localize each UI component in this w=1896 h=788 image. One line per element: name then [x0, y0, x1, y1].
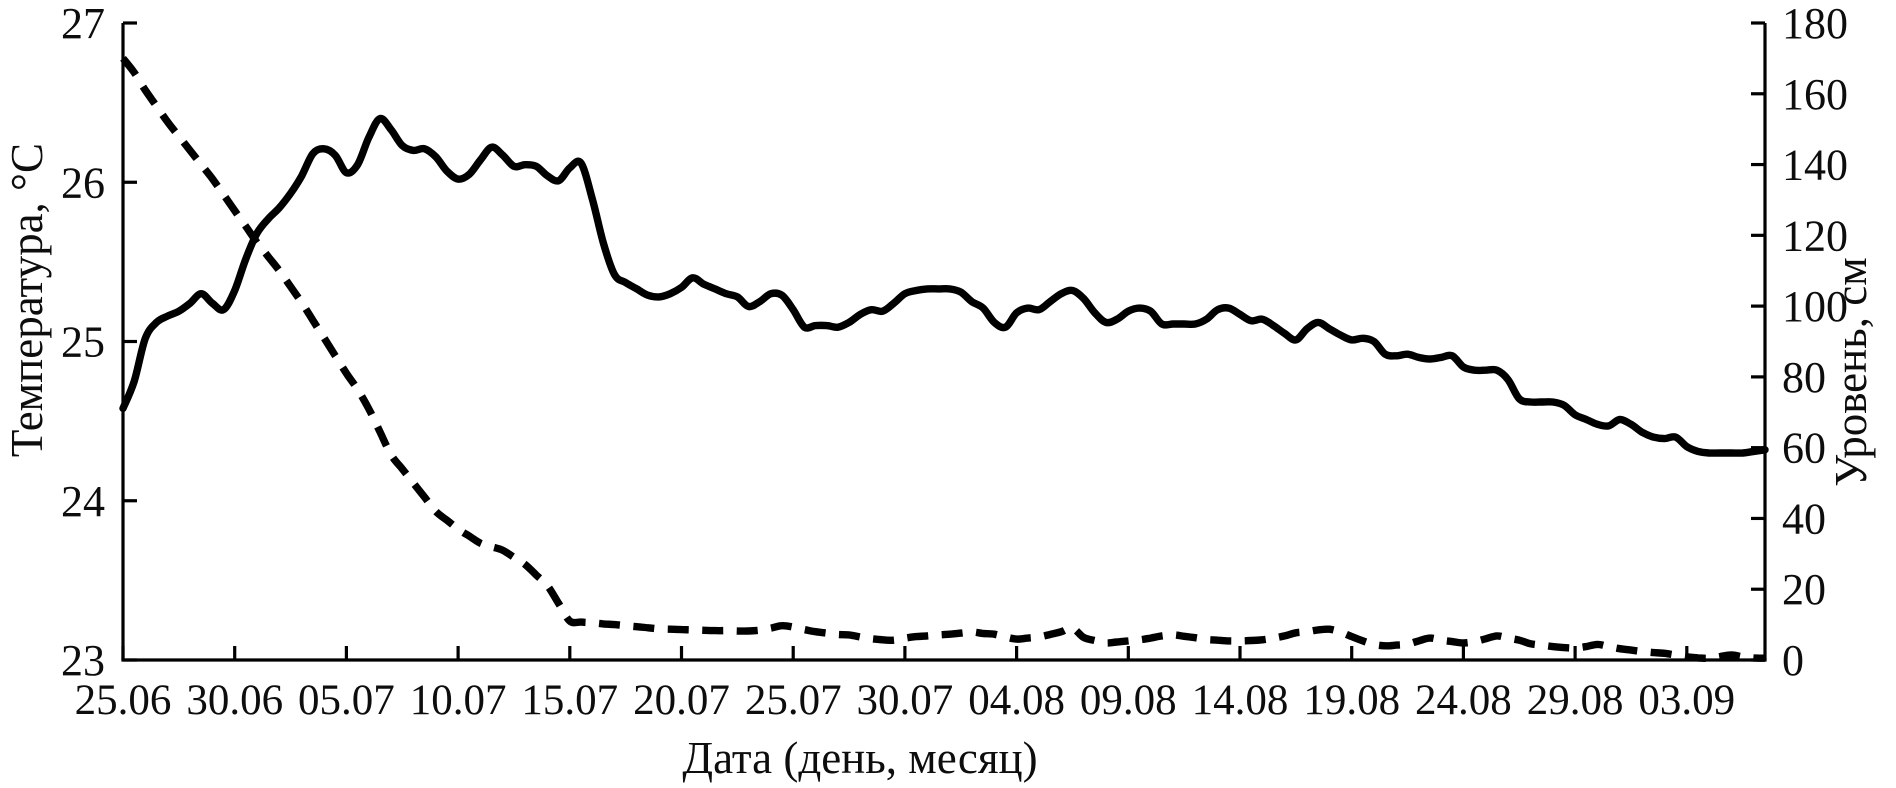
x-tick-label: 29.08 — [1527, 677, 1624, 724]
x-tick-label: 24.08 — [1415, 677, 1512, 724]
temperature-series-line — [119, 114, 1769, 457]
right-tick-label: 80 — [1782, 353, 1826, 402]
x-tick-label: 30.07 — [857, 677, 954, 724]
right-tick-label: 140 — [1782, 141, 1848, 190]
x-tick-label: 25.06 — [75, 677, 172, 724]
right-tick-label: 20 — [1782, 565, 1826, 614]
right-tick-label: 40 — [1782, 494, 1826, 543]
x-axis-title: Дата (день, месяц) — [682, 733, 1037, 783]
right-tick-label: 120 — [1782, 211, 1848, 260]
left-tick-label: 27 — [61, 0, 105, 48]
right-tick-label: 60 — [1782, 424, 1826, 473]
x-tick-label: 30.06 — [186, 677, 283, 724]
right-tick-label: 100 — [1782, 282, 1848, 331]
x-tick-label: 10.07 — [410, 677, 507, 724]
right-tick-label: 160 — [1782, 70, 1848, 119]
x-tick-label: 19.08 — [1303, 677, 1400, 724]
level-series-line — [120, 56, 1766, 663]
x-tick-label: 09.08 — [1080, 677, 1177, 724]
left-tick-label: 23 — [61, 636, 105, 685]
left-tick-label: 24 — [61, 477, 105, 526]
x-tick-label: 20.07 — [633, 677, 730, 724]
left-tick-label: 25 — [61, 318, 105, 367]
x-tick-label: 25.07 — [745, 677, 842, 724]
left-axis-title: Температура, °С — [2, 143, 52, 457]
x-tick-label: 03.09 — [1638, 677, 1735, 724]
right-tick-label: 180 — [1782, 0, 1848, 48]
x-tick-label: 14.08 — [1192, 677, 1289, 724]
right-axis-title: Уровень, см — [1826, 257, 1876, 486]
x-tick-label: 04.08 — [968, 677, 1065, 724]
left-tick-label: 26 — [61, 158, 105, 207]
right-tick-label: 0 — [1782, 636, 1804, 685]
x-tick-label: 15.07 — [521, 677, 618, 724]
x-tick-label: 05.07 — [298, 677, 395, 724]
plot-area: 23 24 25 26 27 0 20 40 60 80 100 120 140 160 180 25.06 3… — [61, 0, 1848, 724]
